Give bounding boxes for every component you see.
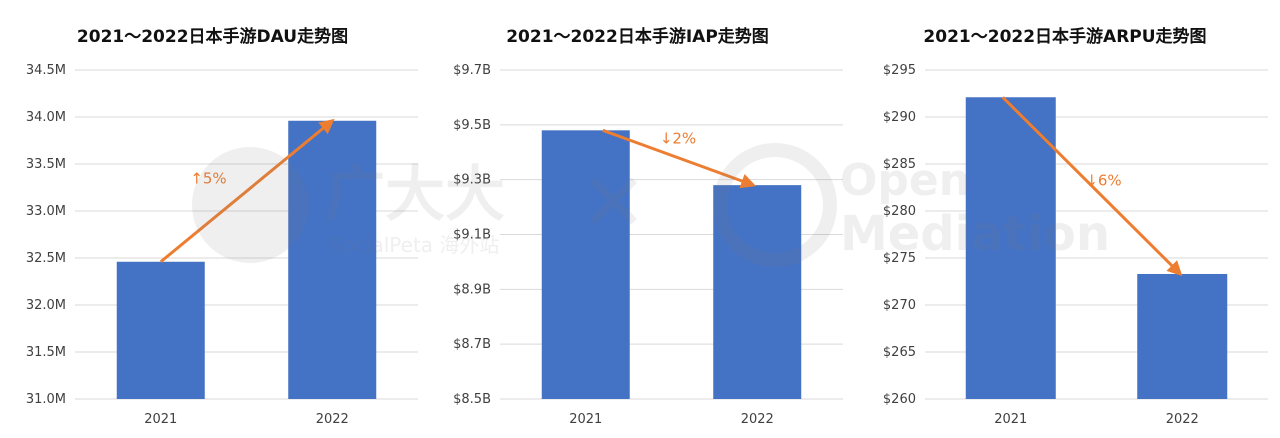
- y-tick-label: $9.5B: [453, 118, 491, 133]
- y-tick-label: $285: [883, 157, 916, 172]
- chart-title: 2021～2022日本手游IAP走势图: [506, 27, 769, 47]
- chart-dau: 31.0M 31.5M 32.0M 32.5M 33.0M 33.5M 34.0M 34.5M…: [26, 63, 418, 427]
- chart-panel-iap: 2021～2022日本手游IAP走势图 $8.5B $8.7B $8.9B $9.1B…: [425, 0, 850, 438]
- y-tick-label: $265: [883, 345, 916, 360]
- trend-arrow: [602, 128, 757, 189]
- x-tick-label: 2022: [741, 412, 774, 427]
- y-tick-label: 33.5M: [26, 157, 66, 172]
- bar-2021: [965, 97, 1056, 399]
- y-tick-label: $9.7B: [453, 63, 491, 78]
- chart-arpu: $260 $265 $270 $275 $280 $285 $290 $295 2021 2022…: [883, 63, 1268, 427]
- y-tick-label: $8.5B: [453, 392, 491, 407]
- x-tick-label: 2021: [994, 412, 1027, 427]
- y-tick-label: $275: [883, 251, 916, 266]
- x-tick-label: 2021: [569, 412, 602, 427]
- y-tick-label: 32.5M: [26, 251, 66, 266]
- y-tick-label: 34.0M: [26, 110, 66, 125]
- y-tick-label: $8.7B: [453, 337, 491, 352]
- y-tick-label: $280: [883, 204, 916, 219]
- y-tick-label: 32.0M: [26, 298, 66, 313]
- change-annotation: ↓6%: [1085, 172, 1121, 190]
- y-tick-label: 33.0M: [26, 204, 66, 219]
- y-tick-label: 31.5M: [26, 345, 66, 360]
- y-tick-label: $295: [883, 63, 916, 78]
- y-tick-label: $290: [883, 110, 916, 125]
- y-tick-label: 31.0M: [26, 392, 66, 407]
- x-tick-label: 2022: [1166, 412, 1199, 427]
- y-tick-label: $8.9B: [453, 282, 491, 297]
- y-tick-label: $260: [883, 392, 916, 407]
- chart-title: 2021～2022日本手游ARPU走势图: [923, 27, 1207, 47]
- y-tick-label: $9.1B: [453, 228, 491, 243]
- trend-arrow: [159, 118, 335, 263]
- chart-title: 2021～2022日本手游DAU走势图: [76, 27, 349, 47]
- y-tick-label: $9.3B: [453, 173, 491, 188]
- change-annotation: ↑5%: [190, 169, 226, 187]
- chart-iap: $8.5B $8.7B $8.9B $9.1B $9.3B $9.5B $9.7B 2021 2…: [453, 63, 843, 427]
- bar-2021: [541, 130, 630, 400]
- bar-2022: [288, 120, 377, 399]
- y-tick-label: 34.5M: [26, 63, 66, 78]
- bar-2022: [1137, 273, 1228, 399]
- x-tick-label: 2022: [316, 412, 349, 427]
- chart-panel-arpu: 2021～2022日本手游ARPU走势图 $260 $265 $270 $275 $28…: [850, 0, 1280, 438]
- bar-2021: [116, 261, 205, 399]
- y-tick-label: $270: [883, 298, 916, 313]
- trend-arrow: [1001, 96, 1183, 277]
- bar-2022: [713, 185, 802, 399]
- chart-panel-dau: 2021～2022日本手游DAU走势图 31.0M 31.5M 32.0M 32.5M…: [0, 0, 425, 438]
- x-tick-label: 2021: [144, 412, 177, 427]
- change-annotation: ↓2%: [660, 130, 696, 148]
